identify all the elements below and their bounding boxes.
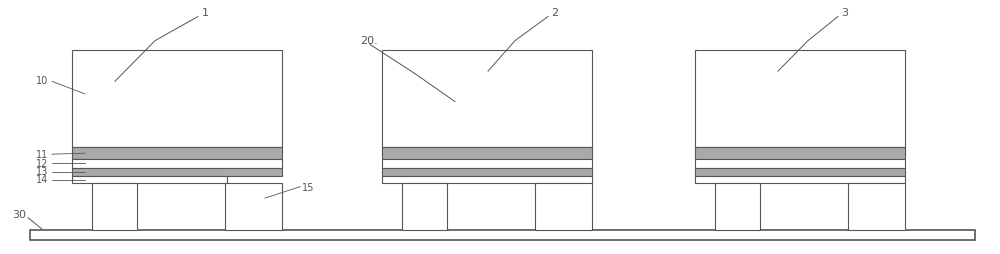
Text: 12: 12 xyxy=(36,159,48,169)
Bar xyxy=(225,183,282,230)
Text: 20.: 20. xyxy=(360,36,378,46)
Text: 11: 11 xyxy=(36,150,48,160)
Bar xyxy=(382,50,592,147)
Bar xyxy=(72,159,282,168)
Bar xyxy=(715,183,760,230)
Bar xyxy=(72,176,227,183)
Text: 15: 15 xyxy=(302,183,314,193)
Text: 3: 3 xyxy=(842,8,848,18)
Bar xyxy=(382,159,592,168)
Text: 10: 10 xyxy=(36,76,48,86)
Bar xyxy=(695,147,905,159)
Bar xyxy=(695,176,905,183)
Bar xyxy=(382,176,592,183)
Text: 30: 30 xyxy=(12,210,26,220)
Bar xyxy=(695,50,905,147)
Bar xyxy=(695,168,905,176)
Bar xyxy=(72,168,282,176)
Bar xyxy=(382,168,592,176)
Text: 13: 13 xyxy=(36,167,48,177)
Text: 1: 1 xyxy=(202,8,208,18)
Bar xyxy=(848,183,905,230)
Text: 2: 2 xyxy=(551,8,559,18)
Bar xyxy=(30,230,975,240)
Bar xyxy=(92,183,137,230)
Bar xyxy=(402,183,447,230)
Bar xyxy=(535,183,592,230)
Bar xyxy=(72,50,282,147)
Text: 14: 14 xyxy=(36,175,48,185)
Bar xyxy=(695,159,905,168)
Bar xyxy=(72,147,282,159)
Bar xyxy=(382,147,592,159)
